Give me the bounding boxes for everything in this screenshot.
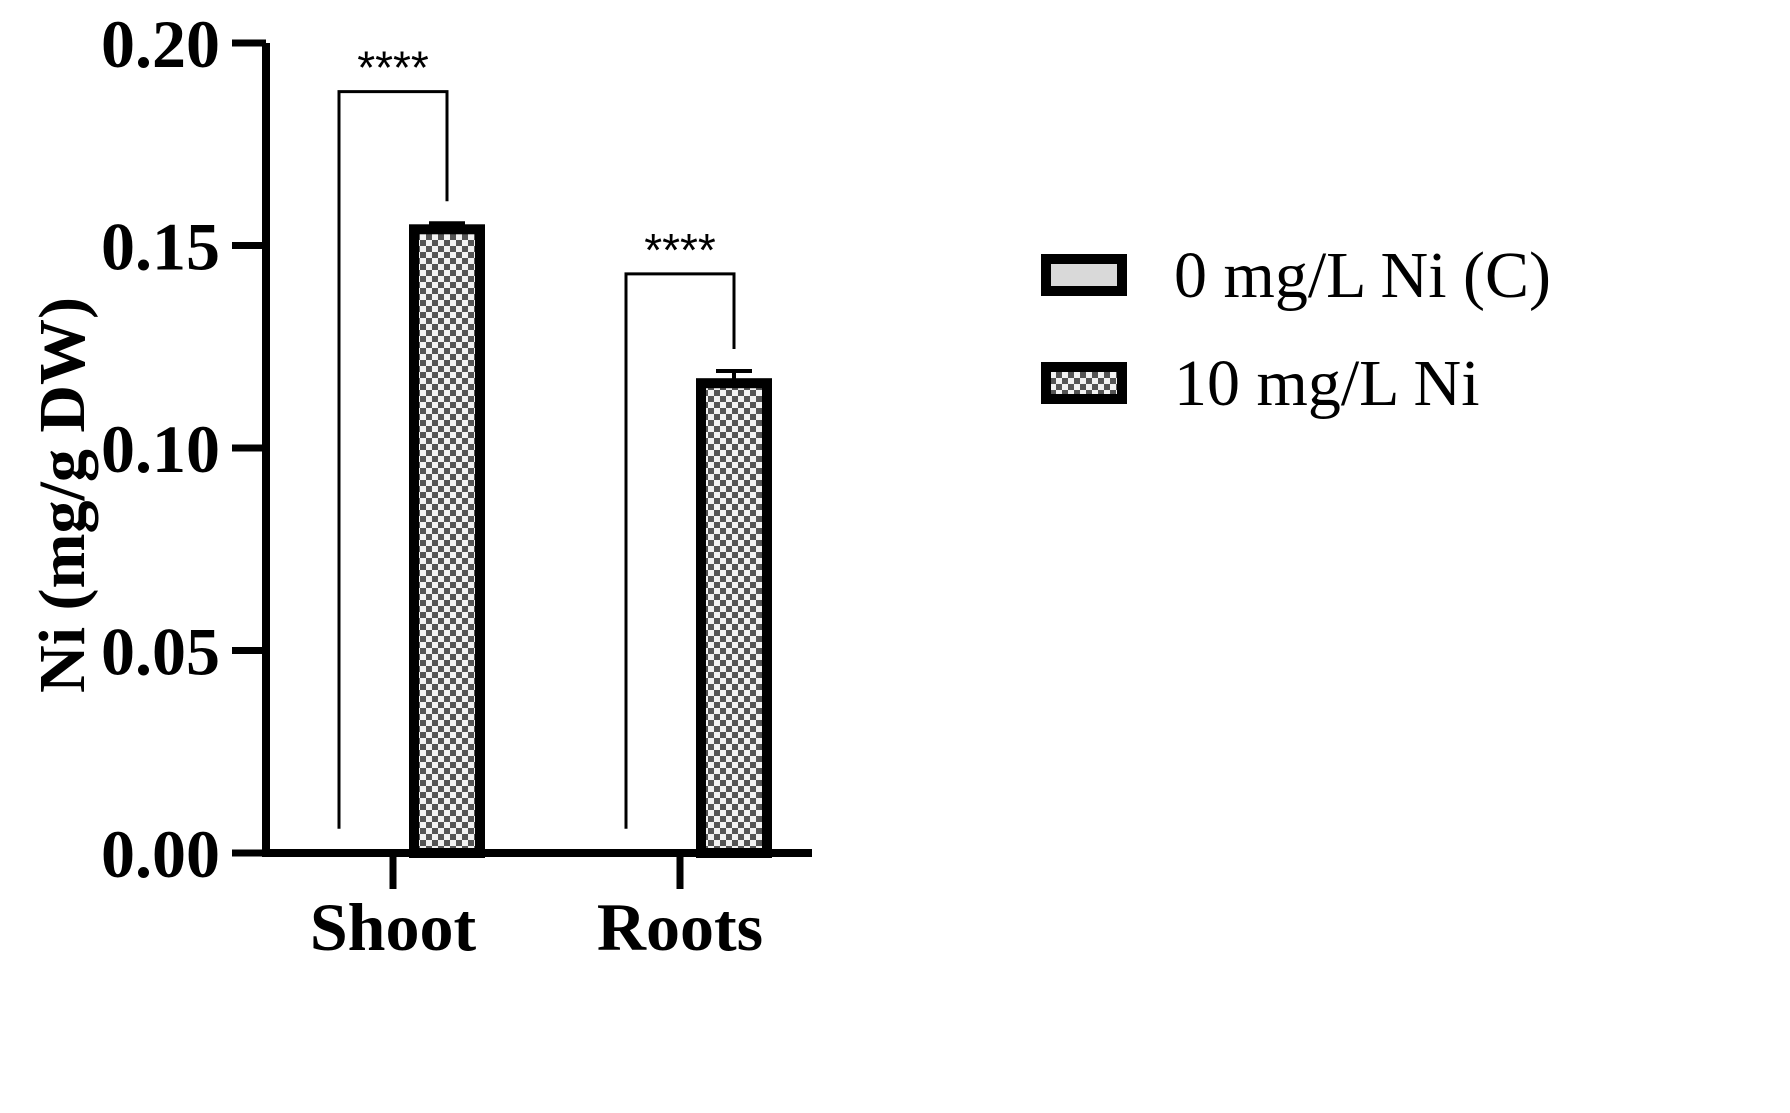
- y-axis-ticks: 0.00 0.05 0.10 0.15 0.20: [101, 6, 266, 892]
- bar-ni10-roots: [696, 378, 772, 858]
- significance-label: ****: [357, 42, 429, 94]
- legend: 0 mg/L Ni (C) 10 mg/L Ni: [1041, 239, 1551, 420]
- y-axis-label: Ni (mg/g DW): [26, 297, 99, 693]
- y-tick-label: 0.15: [101, 209, 220, 285]
- x-category-label: Roots: [597, 889, 763, 965]
- x-axis-categories: Shoot Roots: [310, 853, 763, 965]
- legend-swatch-ni10: [1041, 362, 1127, 404]
- legend-label: 0 mg/L Ni (C): [1174, 239, 1551, 312]
- y-tick-label: 0.10: [101, 411, 220, 487]
- significance-label: ****: [644, 224, 716, 276]
- x-category-label: Shoot: [310, 889, 477, 965]
- bar-control-shoot: [305, 849, 373, 855]
- y-tick-label: 0.00: [101, 816, 220, 892]
- significance-brackets: **** ****: [337, 42, 736, 829]
- significance-bracket: [624, 272, 736, 829]
- legend-swatch-control: [1041, 254, 1127, 296]
- significance-bracket: [337, 90, 449, 829]
- bar-ni10-shoot: [409, 224, 485, 859]
- y-tick-label: 0.05: [101, 614, 220, 690]
- y-tick-label: 0.20: [101, 6, 220, 82]
- bars: [305, 221, 772, 859]
- legend-label: 10 mg/L Ni: [1174, 347, 1480, 420]
- bar-control-roots: [592, 849, 660, 855]
